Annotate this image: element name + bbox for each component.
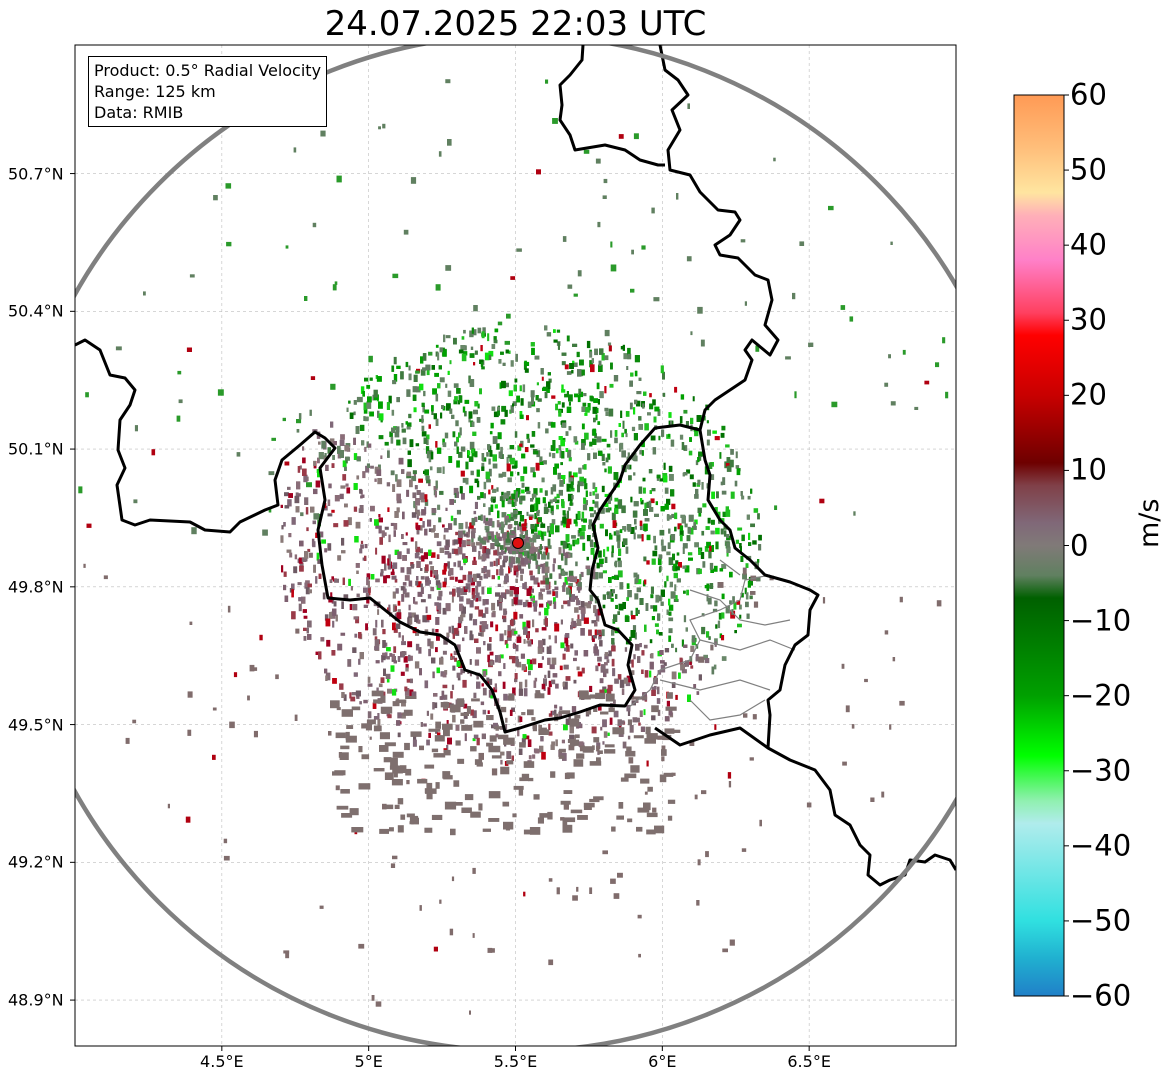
lat-tick-label: 49.5°N bbox=[8, 715, 64, 735]
colorbar bbox=[1013, 94, 1065, 997]
colorbar-tick-label: 60 bbox=[1070, 77, 1107, 112]
lon-tick-label: 6.5°E bbox=[787, 1052, 831, 1071]
lat-tick-label: 50.4°N bbox=[8, 301, 64, 321]
country-borders bbox=[75, 45, 956, 887]
colorbar-tick-label: −30 bbox=[1070, 753, 1132, 788]
colorbar-tickmarks bbox=[1064, 94, 1069, 997]
lat-tick-label: 49.2°N bbox=[8, 852, 64, 872]
radar-echo-layer bbox=[78, 79, 949, 1015]
colorbar-tick-label: −60 bbox=[1070, 978, 1132, 1013]
lon-tick-label: 6°E bbox=[648, 1052, 677, 1071]
lon-tick-label: 5.5°E bbox=[493, 1052, 538, 1071]
data-source-label: Data: RMIB bbox=[94, 103, 184, 122]
grid-lines bbox=[75, 45, 956, 1046]
colorbar-tick-label: 40 bbox=[1070, 227, 1107, 262]
lon-tick-label: 4.5°E bbox=[200, 1052, 244, 1071]
lat-tick-label: 50.7°N bbox=[8, 164, 64, 184]
colorbar-tick-label: −40 bbox=[1070, 828, 1132, 863]
colorbar-tick-label: 50 bbox=[1070, 152, 1107, 187]
radar-site-marker bbox=[512, 537, 524, 549]
colorbar-tick-label: −50 bbox=[1070, 903, 1132, 938]
lat-tick-label: 50.1°N bbox=[8, 439, 64, 459]
colorbar-tick-label: 0 bbox=[1070, 527, 1089, 562]
lon-tick-label: 5°E bbox=[354, 1052, 383, 1071]
colorbar-tick-label: −20 bbox=[1070, 677, 1132, 712]
colorbar-tick-label: 10 bbox=[1070, 452, 1107, 487]
product-label: Product: 0.5° Radial Velocity bbox=[94, 61, 322, 80]
colorbar-unit-label: m/s bbox=[1134, 498, 1165, 548]
province-boundaries bbox=[627, 559, 796, 721]
colorbar-tick-label: 30 bbox=[1070, 302, 1107, 337]
lat-tick-label: 48.9°N bbox=[8, 990, 64, 1010]
colorbar-tick-label: 20 bbox=[1070, 377, 1107, 412]
range-label: Range: 125 km bbox=[94, 82, 216, 101]
axis-ticks bbox=[70, 173, 810, 1051]
colorbar-tick-label: −10 bbox=[1070, 602, 1132, 637]
product-info-box: Product: 0.5° Radial Velocity Range: 125… bbox=[88, 56, 328, 127]
map-title: 24.07.2025 22:03 UTC bbox=[324, 4, 707, 44]
lat-tick-label: 49.8°N bbox=[8, 577, 64, 597]
